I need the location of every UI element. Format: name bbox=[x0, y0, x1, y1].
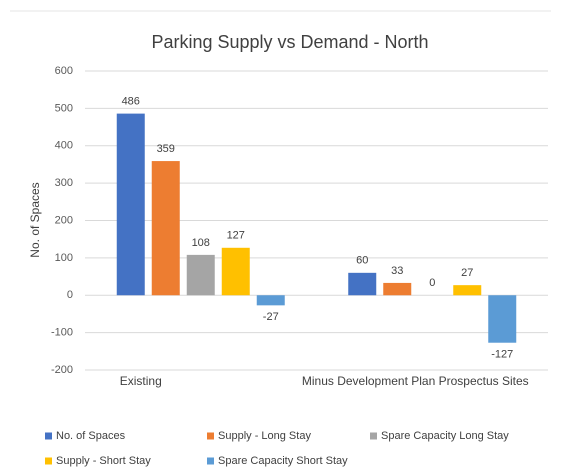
legend-label: Spare Capacity Long Stay bbox=[381, 430, 509, 442]
bar bbox=[453, 285, 482, 296]
legend-swatch bbox=[207, 432, 214, 440]
legend-label: Spare Capacity Short Stay bbox=[218, 455, 348, 467]
bar bbox=[151, 161, 180, 296]
legend-label: No. of Spaces bbox=[56, 430, 126, 442]
bar bbox=[383, 282, 412, 296]
bar bbox=[348, 272, 377, 296]
legend-swatch bbox=[45, 457, 52, 465]
data-label: -127 bbox=[491, 349, 513, 361]
y-tick-label: 200 bbox=[55, 214, 73, 226]
data-label: 108 bbox=[192, 237, 210, 249]
data-label: 0 bbox=[429, 277, 435, 289]
y-tick-label: 100 bbox=[55, 252, 73, 264]
data-label: 359 bbox=[157, 143, 175, 155]
y-tick-label: -100 bbox=[51, 327, 73, 339]
legend-label: Supply - Long Stay bbox=[218, 430, 311, 442]
legend-swatch bbox=[45, 432, 52, 440]
y-tick-label: -200 bbox=[51, 364, 73, 376]
data-label: 127 bbox=[227, 230, 245, 242]
legend-swatch bbox=[207, 457, 214, 465]
bar bbox=[221, 247, 250, 296]
y-tick-label: 0 bbox=[67, 289, 73, 301]
legend-swatch bbox=[370, 432, 377, 440]
bar bbox=[256, 295, 285, 306]
y-tick-label: 500 bbox=[55, 102, 73, 114]
legend-label: Supply - Short Stay bbox=[56, 455, 151, 467]
x-tick-label: Existing bbox=[120, 374, 162, 388]
data-label: 60 bbox=[356, 255, 368, 267]
data-label: -27 bbox=[263, 311, 279, 323]
y-axis-title: No. of Spaces bbox=[28, 182, 42, 257]
bar bbox=[186, 254, 215, 296]
bar bbox=[488, 295, 517, 343]
x-tick-label: Minus Development Plan Prospectus Sites bbox=[302, 374, 529, 388]
data-label: 486 bbox=[122, 96, 140, 108]
chart-title: Parking Supply vs Demand - North bbox=[151, 32, 428, 52]
bar bbox=[116, 113, 145, 296]
y-tick-label: 400 bbox=[55, 140, 73, 152]
data-label: 27 bbox=[461, 267, 473, 279]
data-label: 33 bbox=[391, 265, 403, 277]
y-tick-label: 600 bbox=[55, 65, 73, 77]
y-tick-label: 300 bbox=[55, 177, 73, 189]
